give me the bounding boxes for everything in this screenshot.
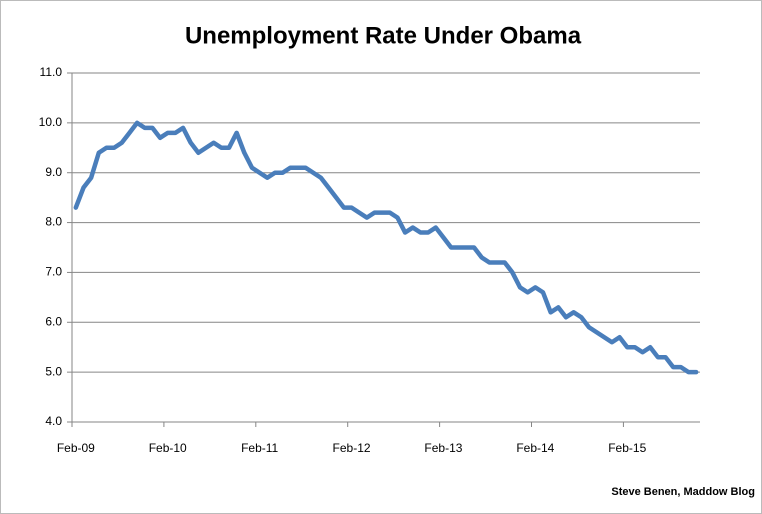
- x-tick-label: Feb-09: [57, 441, 95, 455]
- x-tick-label: Feb-13: [424, 441, 462, 455]
- chart-title: Unemployment Rate Under Obama: [185, 22, 582, 49]
- y-tick-label: 11.0: [40, 65, 63, 79]
- y-tick-label: 7.0: [45, 265, 62, 279]
- x-tick-label: Feb-10: [149, 441, 187, 455]
- line: [73, 120, 699, 375]
- x-tick-label: Feb-11: [241, 441, 278, 455]
- credit: Steve Benen, Maddow Blog: [611, 486, 755, 498]
- y-tick-label: 5.0: [45, 364, 62, 378]
- y-tick-label: 8.0: [45, 215, 62, 229]
- x-tick-label: Feb-12: [333, 441, 371, 455]
- y-tick-label: 6.0: [45, 314, 62, 328]
- x-tick-label: Feb-14: [516, 441, 554, 455]
- y-tick-label: 10.0: [39, 115, 63, 129]
- y-tick-label: 4.0: [45, 414, 62, 428]
- x-tick-label: Feb-15: [608, 441, 646, 455]
- y-tick-label: 9.0: [45, 165, 62, 179]
